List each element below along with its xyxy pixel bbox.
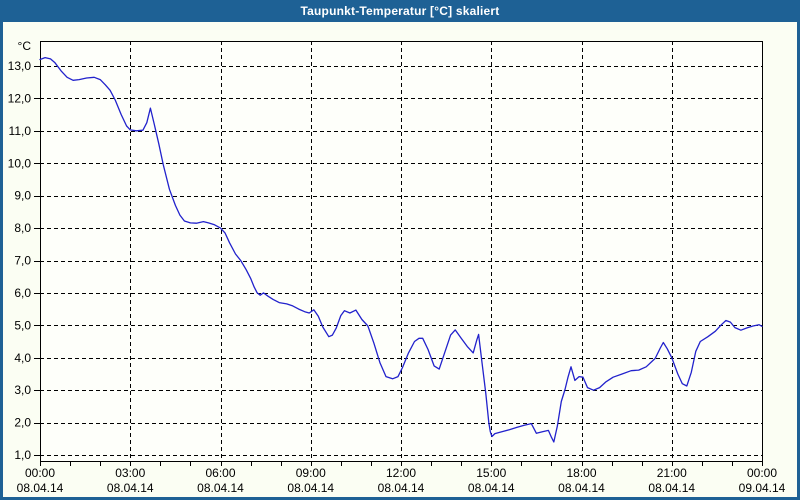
y-axis-unit-label: °C — [18, 39, 32, 53]
y-tick-label: 5,0 — [14, 318, 31, 332]
x-tick-date-label: 08.04.14 — [287, 481, 334, 495]
y-tick-label: 12,0 — [8, 91, 32, 105]
temperature-line — [39, 56, 763, 443]
y-tick-label: 13,0 — [8, 59, 32, 73]
y-tick-label: 11,0 — [9, 124, 32, 138]
x-tick-time-label: 00:00 — [747, 466, 777, 480]
y-tick-label: 10,0 — [8, 156, 32, 170]
x-tick-time-label: 00:00 — [25, 466, 55, 480]
gridlines — [40, 41, 762, 461]
x-tick-time-label: 15:00 — [476, 466, 506, 480]
y-axis-labels: 13,0 12,0 11,0 10,0 9,0 8,0 7,0 6,0 5,0 4,0 3,0 2,0… — [8, 59, 32, 462]
x-tick-time-label: 09:00 — [296, 466, 326, 480]
window-frame — [0, 22, 800, 500]
chart-title: Taupunkt-Temperatur [°C] skaliert — [300, 4, 500, 18]
y-tick-label: 3,0 — [14, 383, 31, 397]
x-tick-date-label: 09.04.14 — [739, 481, 786, 495]
y-tick-label: 4,0 — [14, 351, 31, 365]
x-tick-time-label: 06:00 — [205, 466, 235, 480]
x-tick-time-label: 18:00 — [566, 466, 596, 480]
x-tick-time-label: 12:00 — [386, 466, 416, 480]
window-border-right — [797, 22, 800, 500]
x-tick-date-label: 08.04.14 — [378, 481, 425, 495]
x-tick-date-label: 08.04.14 — [648, 481, 695, 495]
x-tick-date-label: 08.04.14 — [468, 481, 515, 495]
y-tick-label: 1,0 — [14, 448, 31, 462]
x-tick-date-label: 08.04.14 — [197, 481, 244, 495]
window-border-bottom — [0, 497, 800, 500]
y-tick-label: 9,0 — [14, 189, 31, 203]
y-tick-label: 8,0 — [14, 221, 31, 235]
y-tick-label: 6,0 — [14, 286, 31, 300]
x-tick-date-label: 08.04.14 — [107, 481, 154, 495]
x-tick-date-label: 08.04.14 — [17, 481, 64, 495]
x-axis-labels: 00:0008.04.1403:0008.04.1406:0008.04.140… — [17, 466, 786, 495]
chart-title-bar: Taupunkt-Temperatur [°C] skaliert — [0, 0, 800, 22]
x-tick-time-label: 03:00 — [115, 466, 145, 480]
x-tick-date-label: 08.04.14 — [558, 481, 605, 495]
y-tick-label: 7,0 — [14, 254, 31, 268]
tick-marks — [34, 66, 763, 466]
x-tick-time-label: 21:00 — [657, 466, 687, 480]
window-border-left — [0, 22, 3, 500]
y-tick-label: 2,0 — [14, 416, 31, 430]
